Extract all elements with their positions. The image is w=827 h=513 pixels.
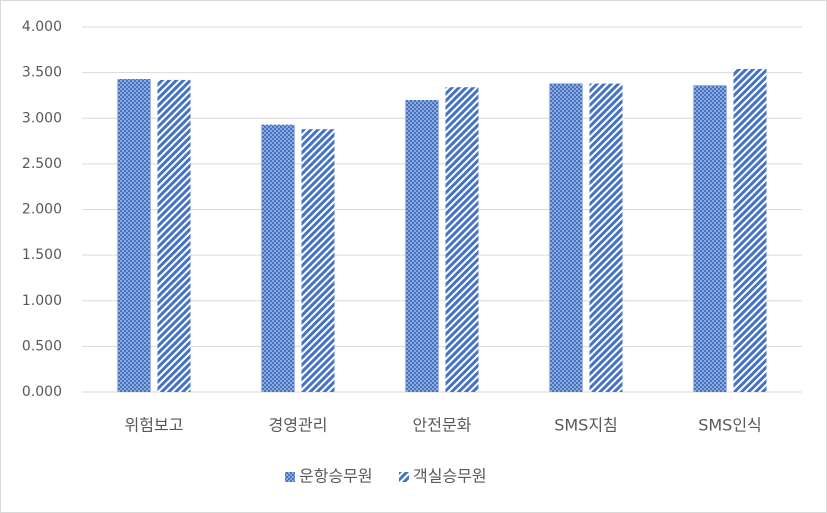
y-tick-label: 2.500 bbox=[22, 156, 62, 172]
y-tick-label: 3.500 bbox=[22, 65, 62, 81]
legend-swatch bbox=[285, 472, 295, 482]
bar bbox=[301, 129, 335, 392]
legend-label: 운항승무원 bbox=[299, 467, 373, 486]
y-tick-label: 1.500 bbox=[22, 247, 62, 263]
y-tick-label: 0.000 bbox=[22, 384, 62, 400]
bar bbox=[589, 83, 623, 392]
bar bbox=[445, 87, 479, 392]
bar bbox=[405, 100, 439, 392]
y-tick-label: 1.000 bbox=[22, 293, 62, 309]
x-tick-label: 경영관리 bbox=[269, 416, 328, 435]
y-tick-label: 3.000 bbox=[22, 110, 62, 126]
legend-swatch bbox=[399, 472, 409, 482]
x-tick-label: SMS지침 bbox=[554, 416, 618, 435]
bar bbox=[693, 85, 727, 393]
bar bbox=[261, 124, 295, 392]
bar bbox=[549, 83, 583, 392]
y-tick-label: 2.000 bbox=[22, 202, 62, 218]
legend-label: 객실승무원 bbox=[413, 467, 487, 486]
y-tick-label: 4.000 bbox=[22, 19, 62, 35]
bar bbox=[157, 79, 191, 393]
bar bbox=[733, 68, 767, 392]
x-tick-label: 위험보고 bbox=[125, 416, 184, 435]
x-tick-label: SMS인식 bbox=[698, 416, 762, 435]
y-tick-label: 0.500 bbox=[22, 338, 62, 354]
x-tick-label: 안전문화 bbox=[413, 416, 472, 435]
bar bbox=[117, 79, 151, 392]
